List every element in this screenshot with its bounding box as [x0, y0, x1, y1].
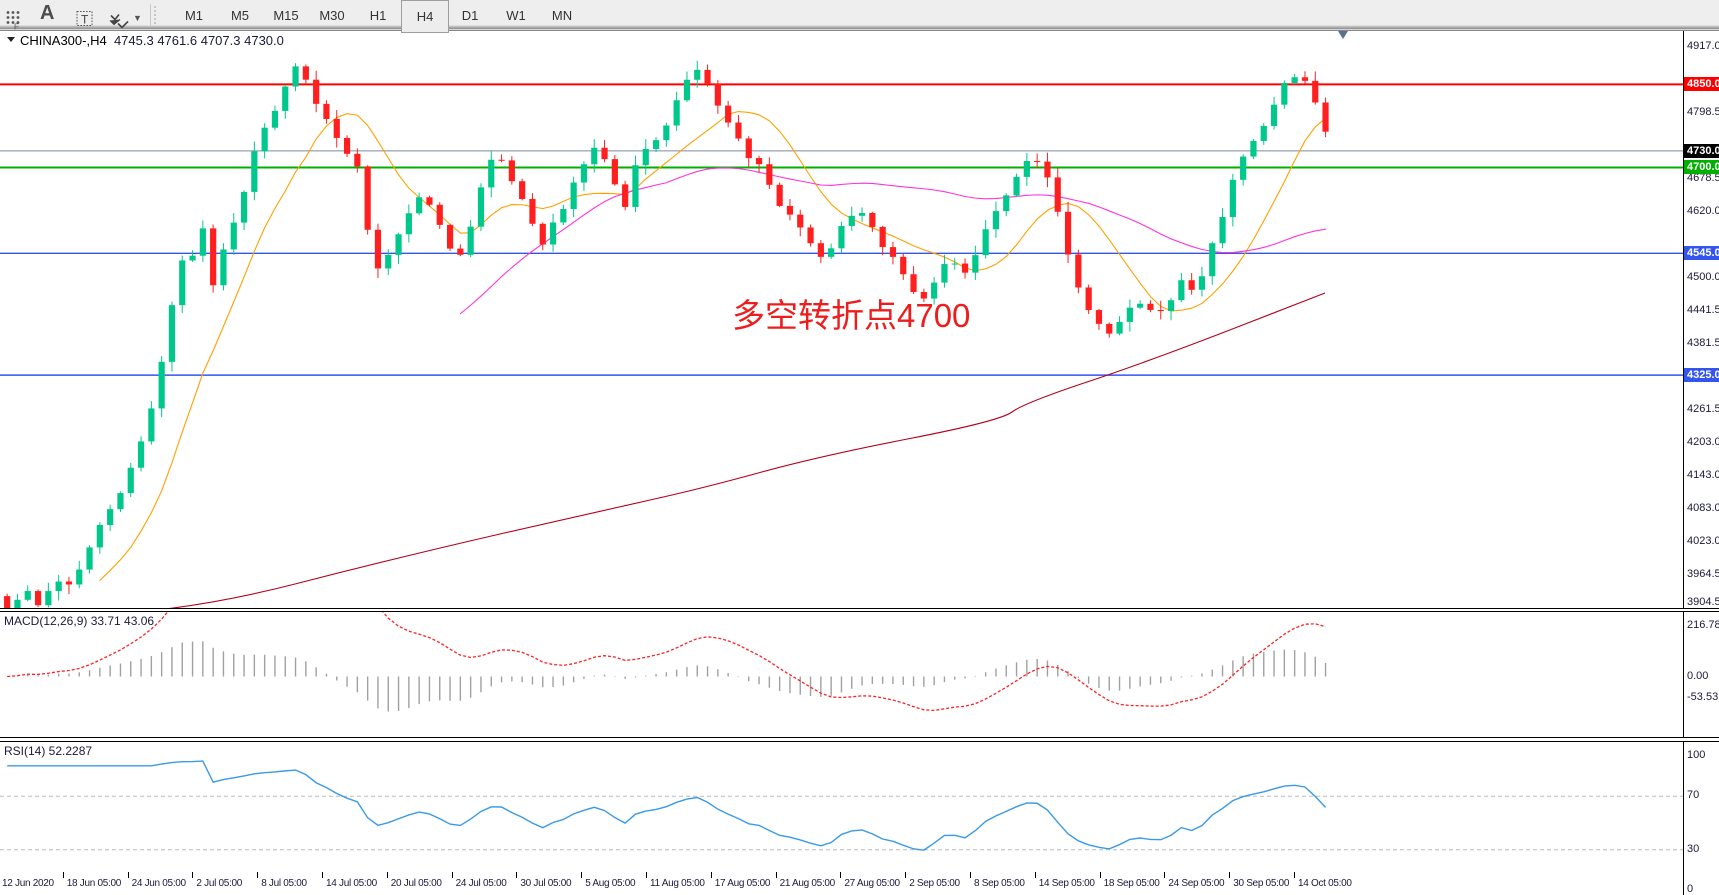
svg-text:RSI(14) 52.2287: RSI(14) 52.2287: [4, 744, 92, 758]
svg-text:多空转折点4700: 多空转折点4700: [732, 297, 970, 334]
svg-text:T: T: [81, 13, 89, 27]
svg-text:MACD(12,26,9) 33.71 43.06: MACD(12,26,9) 33.71 43.06: [4, 614, 154, 628]
